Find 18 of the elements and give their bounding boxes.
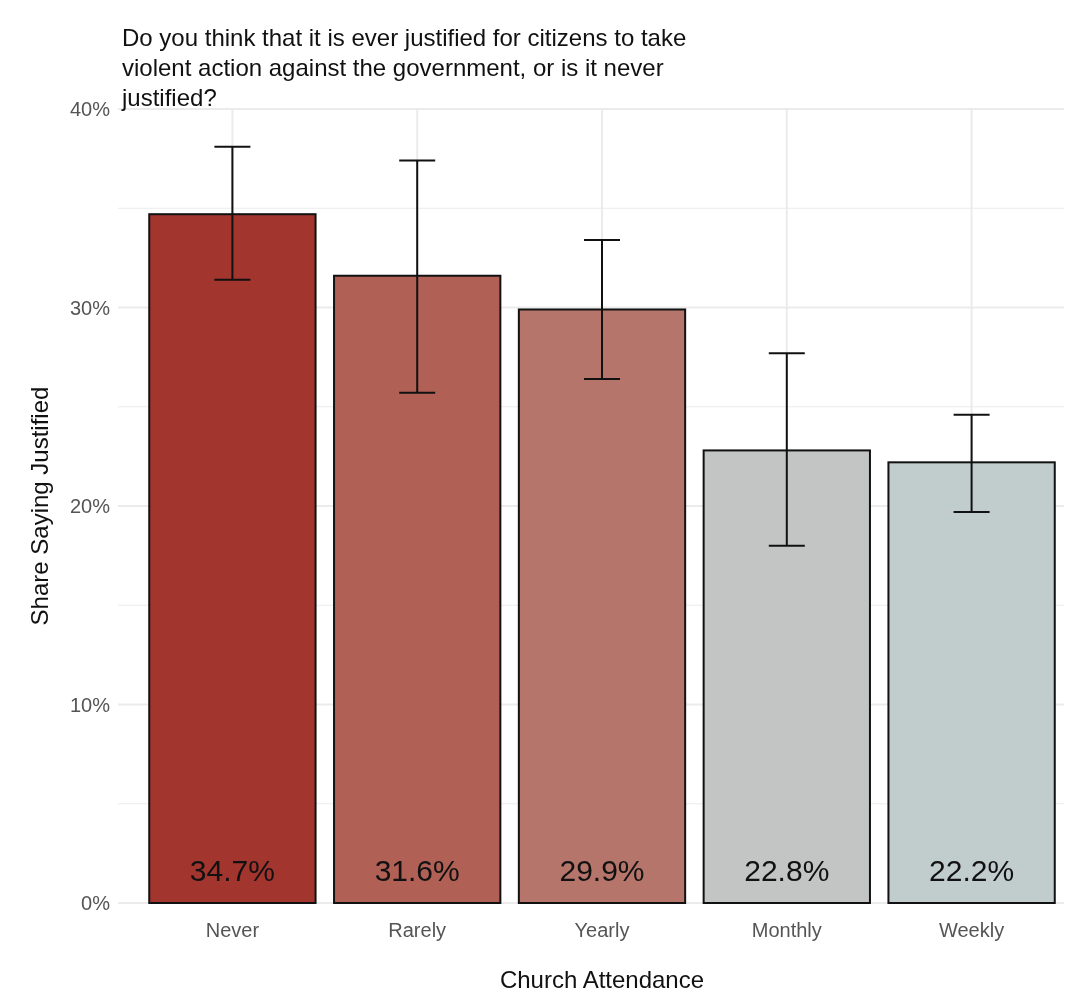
x-tick-label: Rarely bbox=[388, 919, 447, 941]
y-tick-label: 40% bbox=[69, 98, 111, 120]
chart-title: Do you think that it is ever justified for citizens to take violent action against the government, or is it never justified? bbox=[121, 24, 687, 111]
x-tick-label: Never bbox=[205, 919, 260, 941]
y-tick-label: 10% bbox=[69, 693, 111, 716]
x-tick-label: Weekly bbox=[938, 919, 1005, 941]
y-tick-label: 30% bbox=[69, 296, 111, 319]
data-label: 34.7% bbox=[189, 854, 275, 887]
data-label: 29.9% bbox=[559, 854, 645, 887]
data-label: 22.8% bbox=[744, 854, 830, 887]
data-label: 31.6% bbox=[374, 854, 460, 887]
x-tick-label: Yearly bbox=[574, 919, 630, 941]
y-tick-label: 0% bbox=[81, 892, 111, 914]
x-tick-label: Monthly bbox=[751, 919, 822, 941]
y-tick-label: 20% bbox=[69, 495, 111, 517]
x-axis-title: Church Attendance bbox=[499, 966, 705, 993]
y-axis-title: Share Saying Justified bbox=[26, 386, 53, 626]
data-label: 22.2% bbox=[929, 854, 1015, 887]
